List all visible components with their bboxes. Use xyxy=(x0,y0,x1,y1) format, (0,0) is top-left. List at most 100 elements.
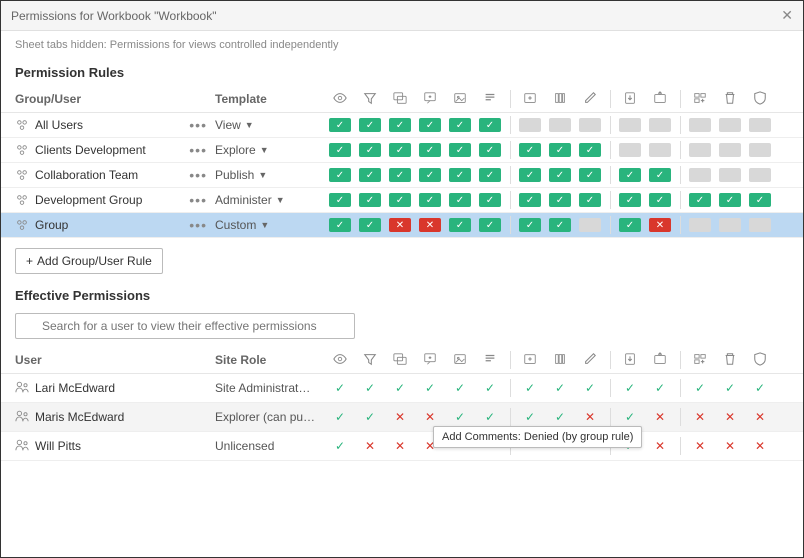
capability-cell-comments-view[interactable] xyxy=(385,118,415,132)
capability-cell-delete[interactable] xyxy=(715,143,745,157)
capability-cell-move[interactable] xyxy=(685,218,715,232)
capability-cell-download-summary[interactable] xyxy=(475,193,505,207)
capability-cell-comments-view[interactable] xyxy=(385,193,415,207)
capability-cell-save-as[interactable] xyxy=(645,143,675,157)
capability-cell-comments-add[interactable] xyxy=(415,118,445,132)
rule-group-cell[interactable]: Group••• xyxy=(15,217,215,233)
effective-row[interactable]: Maris McEdwardExplorer (can pu…✓✓✕✕✓✓✓✓✕… xyxy=(1,403,803,432)
close-icon[interactable]: ✕ xyxy=(781,7,793,24)
capability-cell-move[interactable] xyxy=(685,118,715,132)
capability-cell-overwrite[interactable] xyxy=(615,143,645,157)
capability-cell-filter[interactable] xyxy=(355,118,385,132)
capability-cell-filter[interactable] xyxy=(355,143,385,157)
capability-cell-download-summary[interactable] xyxy=(475,118,505,132)
effective-row[interactable]: Lari McEdwardSite Administrat…✓✓✓✓✓✓✓✓✓✓… xyxy=(1,374,803,403)
capability-cell-save-as[interactable] xyxy=(645,118,675,132)
capability-cell-save-as[interactable] xyxy=(645,193,675,207)
capability-cell-comments-view[interactable] xyxy=(385,168,415,182)
template-select[interactable]: Explore▼ xyxy=(215,143,325,157)
capability-cell-view[interactable] xyxy=(325,143,355,157)
capability-cell-download-full[interactable] xyxy=(575,193,605,207)
template-select[interactable]: Publish▼ xyxy=(215,168,325,182)
capability-cell-web-edit[interactable] xyxy=(545,118,575,132)
capability-cell-view[interactable] xyxy=(325,118,355,132)
rule-row[interactable]: All Users•••View▼ xyxy=(1,113,803,138)
capability-cell-download-full[interactable] xyxy=(575,143,605,157)
capability-cell-view[interactable] xyxy=(325,168,355,182)
rule-actions-menu[interactable]: ••• xyxy=(189,217,215,233)
capability-cell-share[interactable] xyxy=(515,143,545,157)
capability-cell-comments-add[interactable] xyxy=(415,218,445,232)
capability-cell-overwrite[interactable] xyxy=(615,168,645,182)
capability-cell-download-image[interactable] xyxy=(445,168,475,182)
capability-cell-overwrite[interactable] xyxy=(615,118,645,132)
rule-actions-menu[interactable]: ••• xyxy=(189,142,215,158)
capability-cell-set-perms[interactable] xyxy=(745,193,775,207)
capability-cell-filter[interactable] xyxy=(355,168,385,182)
capability-cell-comments-view[interactable] xyxy=(385,143,415,157)
capability-cell-download-full[interactable] xyxy=(575,168,605,182)
capability-cell-overwrite[interactable] xyxy=(615,193,645,207)
rule-actions-menu[interactable]: ••• xyxy=(189,167,215,183)
capability-cell-save-as[interactable] xyxy=(645,218,675,232)
template-select[interactable]: Administer▼ xyxy=(215,193,325,207)
capability-cell-web-edit[interactable] xyxy=(545,218,575,232)
capability-cell-comments-view[interactable] xyxy=(385,218,415,232)
capability-cell-move[interactable] xyxy=(685,193,715,207)
capability-cell-download-summary[interactable] xyxy=(475,143,505,157)
capability-cell-download-image[interactable] xyxy=(445,118,475,132)
capability-cell-web-edit[interactable] xyxy=(545,143,575,157)
rule-row[interactable]: Group•••Custom▼ xyxy=(1,213,803,238)
capability-cell-share[interactable] xyxy=(515,218,545,232)
rule-group-cell[interactable]: Collaboration Team••• xyxy=(15,167,215,183)
capability-cell-delete[interactable] xyxy=(715,118,745,132)
search-input[interactable] xyxy=(15,313,355,339)
capability-cell-save-as[interactable] xyxy=(645,168,675,182)
tooltip-text: Add Comments: Denied (by group rule) xyxy=(442,431,633,443)
rule-row[interactable]: Collaboration Team•••Publish▼ xyxy=(1,163,803,188)
capability-cell-download-full[interactable] xyxy=(575,218,605,232)
capability-cell-download-image[interactable] xyxy=(445,143,475,157)
capability-cell-share[interactable] xyxy=(515,193,545,207)
capability-cell-download-full[interactable] xyxy=(575,118,605,132)
capability-cell-set-perms[interactable] xyxy=(745,118,775,132)
capability-cell-delete[interactable] xyxy=(715,193,745,207)
rule-group-cell[interactable]: Development Group••• xyxy=(15,192,215,208)
capability-cell-download-summary[interactable] xyxy=(475,168,505,182)
capability-cell-set-perms[interactable] xyxy=(745,143,775,157)
capability-cell-set-perms[interactable] xyxy=(745,218,775,232)
capability-cell-share[interactable] xyxy=(515,118,545,132)
template-select[interactable]: View▼ xyxy=(215,118,325,132)
capability-cell-set-perms[interactable] xyxy=(745,168,775,182)
capability-cell-delete[interactable] xyxy=(715,218,745,232)
capability-cell-comments-add[interactable] xyxy=(415,193,445,207)
add-group-user-button[interactable]: + Add Group/User Rule xyxy=(15,248,163,274)
rule-group-cell[interactable]: All Users••• xyxy=(15,117,215,133)
rule-row[interactable]: Clients Development•••Explore▼ xyxy=(1,138,803,163)
effective-cell-comments-view: ✕ xyxy=(385,410,415,424)
rule-group-cell[interactable]: Clients Development••• xyxy=(15,142,215,158)
capability-cell-delete[interactable] xyxy=(715,168,745,182)
capability-cell-filter[interactable] xyxy=(355,193,385,207)
rule-actions-menu[interactable]: ••• xyxy=(189,192,215,208)
capability-cell-view[interactable] xyxy=(325,193,355,207)
share-header-icon xyxy=(515,352,545,369)
template-select[interactable]: Custom▼ xyxy=(215,218,325,232)
user-icon xyxy=(15,380,29,397)
rule-actions-menu[interactable]: ••• xyxy=(189,117,215,133)
capability-cell-comments-add[interactable] xyxy=(415,143,445,157)
rule-row[interactable]: Development Group•••Administer▼ xyxy=(1,188,803,213)
capability-cell-web-edit[interactable] xyxy=(545,168,575,182)
capability-cell-share[interactable] xyxy=(515,168,545,182)
capability-cell-web-edit[interactable] xyxy=(545,193,575,207)
capability-cell-move[interactable] xyxy=(685,143,715,157)
capability-cell-filter[interactable] xyxy=(355,218,385,232)
capability-cell-download-image[interactable] xyxy=(445,193,475,207)
capability-cell-comments-add[interactable] xyxy=(415,168,445,182)
effective-row[interactable]: Will PittsUnlicensed✓✕✕✕·····✓✕✕✕✕ xyxy=(1,432,803,461)
capability-cell-view[interactable] xyxy=(325,218,355,232)
capability-cell-overwrite[interactable] xyxy=(615,218,645,232)
capability-cell-download-image[interactable] xyxy=(445,218,475,232)
capability-cell-download-summary[interactable] xyxy=(475,218,505,232)
capability-cell-move[interactable] xyxy=(685,168,715,182)
